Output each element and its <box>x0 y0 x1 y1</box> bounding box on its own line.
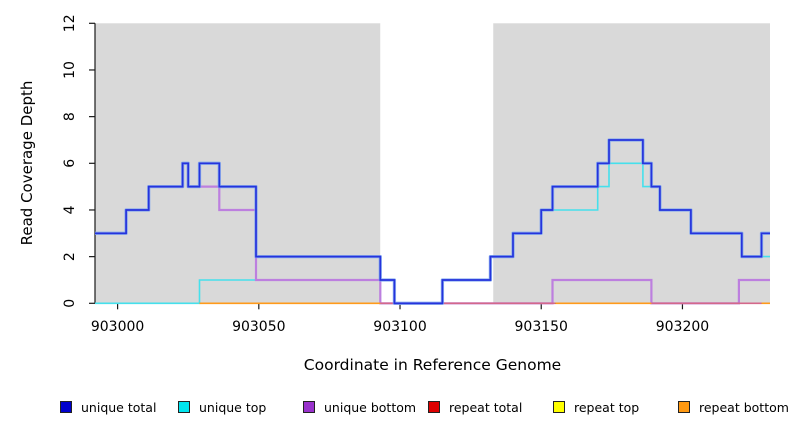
legend-item-unique-total: unique total <box>60 396 156 418</box>
legend-label: repeat top <box>574 399 640 415</box>
background-band <box>95 23 381 304</box>
legend-swatch-icon <box>303 401 315 413</box>
x-tick-label: 903150 <box>515 319 568 335</box>
legend-label: repeat bottom <box>699 399 789 415</box>
legend-item-unique-bottom: unique bottom <box>303 396 416 418</box>
legend-label: unique bottom <box>324 399 417 415</box>
x-axis-title: Coordinate in Reference Genome <box>303 356 562 374</box>
legend-item-repeat-total: repeat total <box>428 396 522 418</box>
y-tick-label: 2 <box>62 252 78 261</box>
x-tick-label: 903050 <box>232 319 285 335</box>
y-tick-label: 12 <box>62 14 78 32</box>
legend-label: unique top <box>199 399 267 415</box>
y-tick-label: 10 <box>62 61 78 79</box>
legend-item-repeat-bottom: repeat bottom <box>678 396 789 418</box>
y-tick-label: 4 <box>62 205 78 214</box>
legend-label: repeat total <box>449 399 523 415</box>
x-tick-label: 903100 <box>373 319 426 335</box>
legend-item-unique-top: unique top <box>178 396 266 418</box>
legend-swatch-icon <box>60 401 72 413</box>
y-tick-label: 0 <box>62 299 78 308</box>
legend-label: unique total <box>81 399 157 415</box>
y-tick-label: 8 <box>62 112 78 121</box>
y-axis-title: Read Coverage Depth <box>18 80 36 246</box>
legend-swatch-icon <box>553 401 565 413</box>
legend-item-repeat-top: repeat top <box>553 396 639 418</box>
y-tick-label: 6 <box>62 159 78 168</box>
legend-swatch-icon <box>178 401 190 413</box>
legend-swatch-icon <box>428 401 440 413</box>
x-tick-label: 903200 <box>656 319 709 335</box>
x-tick-label: 903000 <box>91 319 144 335</box>
legend: unique total unique top unique bottom repea… <box>0 396 792 422</box>
legend-swatch-icon <box>678 401 690 413</box>
series-unique-total <box>95 139 770 305</box>
